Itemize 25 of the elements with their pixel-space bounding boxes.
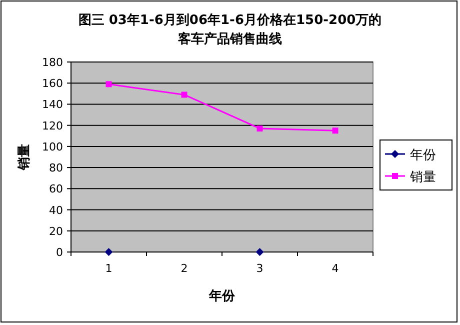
y-tick-label: 20 (49, 224, 63, 238)
legend-label: 销量 (409, 170, 436, 185)
point (256, 126, 263, 132)
y-axis-title: 销量 (17, 144, 32, 171)
y-tick-label: 120 (42, 119, 63, 132)
y-tick-label: 0 (56, 246, 63, 259)
x-tick-label: 2 (180, 262, 188, 275)
legend-label: 年份 (410, 148, 436, 163)
point (104, 248, 113, 256)
point (332, 128, 338, 134)
y-tick-label: 80 (49, 162, 63, 175)
y-tick-label: 100 (42, 140, 63, 154)
point (106, 81, 112, 88)
chart-title: 图三 03年1-6月到06年1-6月价格在150-200万的客车产品销售曲线 (78, 13, 382, 47)
y-tick-label: 140 (42, 98, 63, 112)
x-tick-label: 3 (256, 262, 264, 275)
y-tick-label: 160 (42, 77, 63, 90)
y-tick-label: 40 (49, 204, 63, 217)
point (256, 248, 264, 256)
x-tick-label: 4 (332, 262, 339, 275)
point (181, 92, 188, 98)
x-tick-label: 1 (105, 262, 112, 275)
y-tick-label: 180 (42, 56, 63, 69)
x-axis-title: 年份 (208, 289, 236, 304)
y-tick-label: 60 (49, 182, 63, 196)
